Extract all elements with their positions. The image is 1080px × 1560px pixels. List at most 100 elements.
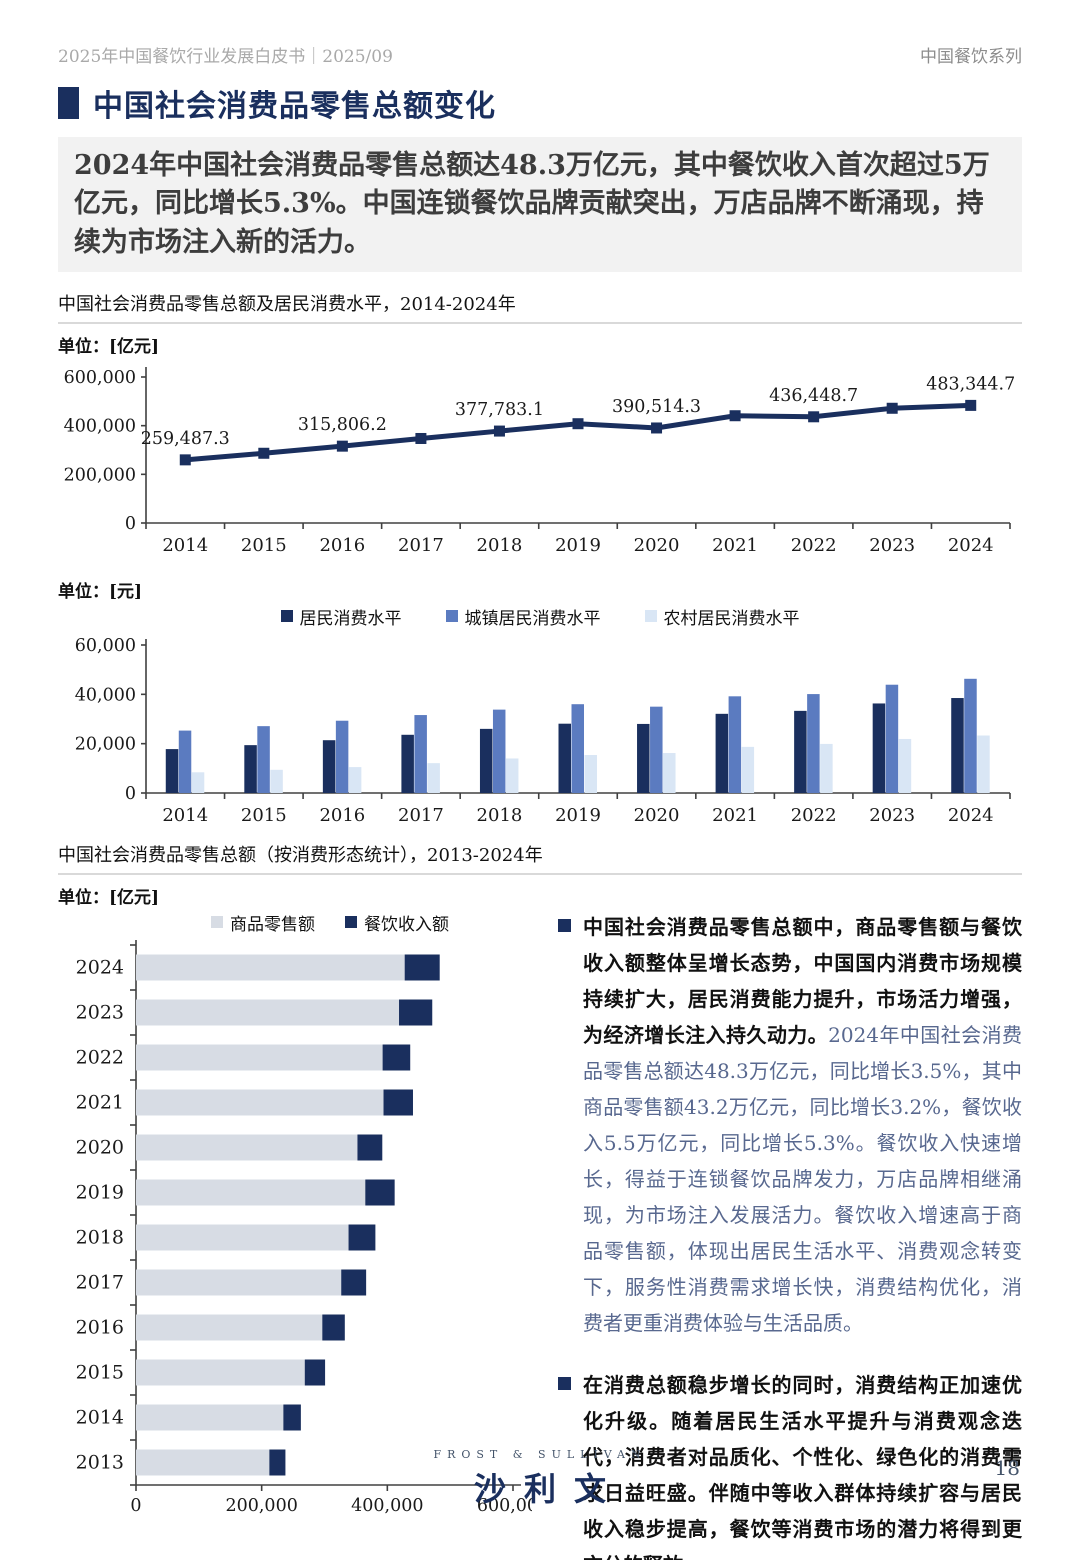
insight1-bold-text: 中国社会消费品零售总额中，商品零售额与餐饮收入额整体呈增长态势，中国国内消费市场… <box>583 914 1022 1047</box>
bar <box>898 738 912 793</box>
svg-text:2024: 2024 <box>948 535 994 556</box>
page-footer: FROST & SULLIVAN 沙利文 18 <box>0 1448 1080 1538</box>
svg-text:0: 0 <box>130 1496 141 1516</box>
legend-swatch-icon <box>211 916 223 929</box>
legend-item: 居民消费水平 <box>280 604 402 629</box>
divider-line <box>58 872 1022 875</box>
catering-income-bar <box>269 1449 286 1476</box>
goods-retail-bar <box>136 1179 366 1206</box>
chart2-section: 单位：[元] 居民消费水平 城镇居民消费水平 农村居民消费水平 60,000 40,0… <box>58 577 1022 831</box>
svg-text:2015: 2015 <box>76 1361 124 1383</box>
grouped-bar-svg: 60,000 40,000 20,000 0 2014 2015 2016 2017 2018 2… <box>75 636 1011 826</box>
svg-text:2016: 2016 <box>76 1316 124 1338</box>
insight1-rest-text: 2024年中国社会消费品零售总额达48.3万亿元，同比增长3.5%，其中商品零售… <box>583 1022 1023 1335</box>
legend-label: 商品零售额 <box>230 914 315 935</box>
chart3-title: 中国社会消费品零售总额（按消费形态统计），2013-2024年 <box>58 844 543 866</box>
goods-retail-bar <box>136 1134 358 1161</box>
frost-sullivan-logo: FROST & SULLIVAN 沙利文 <box>433 1448 646 1510</box>
legend-swatch-icon <box>345 916 357 929</box>
bar <box>257 726 270 793</box>
svg-text:2015: 2015 <box>241 535 287 556</box>
goods-retail-bar <box>136 1404 284 1431</box>
svg-text:2014: 2014 <box>162 535 208 556</box>
goods-retail-bar <box>136 1089 384 1116</box>
data-point-marker <box>729 410 741 422</box>
svg-text:2018: 2018 <box>477 535 523 556</box>
data-point-marker <box>493 425 505 437</box>
svg-text:483,344.7: 483,344.7 <box>926 374 1015 394</box>
legend-item: 餐饮收入额 <box>345 910 449 935</box>
bar <box>794 710 807 793</box>
bar <box>270 769 283 793</box>
svg-text:2022: 2022 <box>76 1046 124 1068</box>
svg-text:200,000: 200,000 <box>64 465 136 485</box>
consumption-level-bar-chart: 60,000 40,000 20,000 0 2014 2015 2016 2017 2018 2… <box>58 631 1022 831</box>
bar <box>964 678 977 793</box>
logo-english-text: FROST & SULLIVAN <box>433 1448 647 1461</box>
data-point-marker <box>258 447 270 459</box>
svg-text:2014: 2014 <box>76 1406 124 1428</box>
goods-retail-bar <box>136 1359 305 1386</box>
bar <box>715 713 729 793</box>
svg-text:2021: 2021 <box>712 535 758 556</box>
catering-income-bar <box>348 1224 376 1251</box>
logo-chinese-text: 沙利文 <box>473 1470 624 1508</box>
svg-text:2019: 2019 <box>555 535 601 556</box>
bar <box>244 745 257 793</box>
svg-text:2014: 2014 <box>162 805 208 826</box>
svg-text:600,000: 600,000 <box>477 1496 532 1516</box>
legend-item: 城镇居民消费水平 <box>445 604 601 629</box>
bar <box>977 735 990 793</box>
svg-text:2018: 2018 <box>76 1226 124 1248</box>
svg-text:2024: 2024 <box>76 956 124 978</box>
chart1-title: 中国社会消费品零售总额及居民消费水平，2014-2024年 <box>58 293 516 315</box>
svg-text:2013: 2013 <box>76 1451 124 1473</box>
bar <box>637 723 650 793</box>
svg-text:2022: 2022 <box>791 805 837 826</box>
svg-text:2020: 2020 <box>634 805 680 826</box>
svg-text:0: 0 <box>125 514 136 534</box>
stacked-bar-svg: 0 200,000 400,000 600,000 2024 2023 2022 2021 20… <box>76 939 532 1516</box>
bar <box>728 696 742 793</box>
legend-swatch-icon <box>280 610 293 623</box>
bar <box>663 753 676 793</box>
bar <box>492 709 506 793</box>
svg-text:20,000: 20,000 <box>75 735 136 755</box>
bar <box>584 754 597 793</box>
retail-by-form-stacked-chart: 0 200,000 400,000 600,000 2024 2023 2022 2021 20… <box>58 937 532 1521</box>
header-left-text: 2025年中国餐饮行业发展白皮书｜2025/09 <box>58 47 393 67</box>
bar <box>427 763 440 793</box>
legend-label: 餐饮收入额 <box>364 914 449 935</box>
legend-label: 城镇居民消费水平 <box>464 608 601 629</box>
svg-text:259,487.3: 259,487.3 <box>141 429 230 449</box>
svg-text:390,514.3: 390,514.3 <box>612 397 701 417</box>
legend-item: 商品零售额 <box>211 910 315 935</box>
data-point-marker <box>886 402 898 414</box>
svg-text:315,806.2: 315,806.2 <box>298 415 387 435</box>
bar <box>885 684 899 793</box>
title-row: 中国社会消费品零售总额变化 <box>58 81 1022 125</box>
svg-text:400,000: 400,000 <box>351 1496 423 1516</box>
svg-text:2020: 2020 <box>76 1136 124 1158</box>
svg-text:377,783.1: 377,783.1 <box>455 400 544 420</box>
svg-text:0: 0 <box>125 784 136 804</box>
goods-retail-bar <box>136 1269 342 1296</box>
data-point-marker <box>808 411 820 423</box>
bar <box>414 715 427 793</box>
bullet-square-icon <box>558 918 571 932</box>
svg-text:2016: 2016 <box>319 805 365 826</box>
bar <box>741 746 755 793</box>
legend-label: 农村居民消费水平 <box>663 608 800 629</box>
chart3-unit-label: 单位：[亿元] <box>58 887 160 908</box>
header-right-text: 中国餐饮系列 <box>920 47 1022 67</box>
bar <box>191 772 205 793</box>
insight-bullet-1: 中国社会消费品零售总额中，商品零售额与餐饮收入额整体呈增长态势，中国国内消费市场… <box>558 909 1022 1341</box>
bar <box>165 749 179 793</box>
svg-text:400,000: 400,000 <box>64 417 136 437</box>
svg-text:436,448.7: 436,448.7 <box>769 386 858 406</box>
insight2-bold-text: 在消费总额稳步增长的同时，消费结构正加速优化升级。随着居民生活水平提升与消费观念… <box>583 1372 1022 1560</box>
title-accent-square <box>58 87 79 119</box>
bar <box>348 767 362 793</box>
divider-line <box>58 321 1022 324</box>
svg-text:40,000: 40,000 <box>75 685 136 705</box>
